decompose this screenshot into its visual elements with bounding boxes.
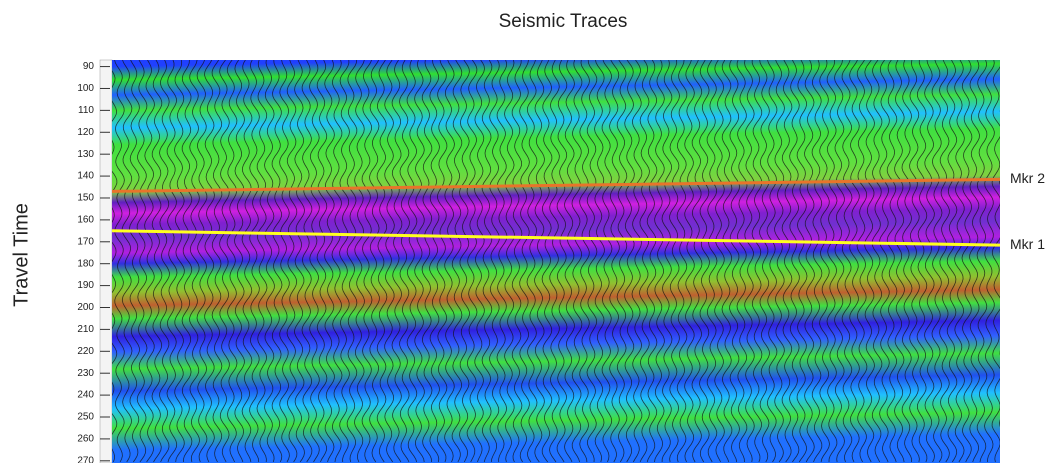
y-tick-label: 270 (77, 455, 94, 463)
y-tick-label: 110 (78, 105, 94, 116)
ruler (100, 60, 112, 463)
y-tick-label: 130 (77, 149, 94, 160)
y-axis-label: Travel Time (10, 203, 32, 307)
horizon-label: Mkr 1 (1010, 236, 1045, 252)
y-tick-label: 220 (77, 346, 94, 357)
trace (1000, 60, 1010, 462)
y-tick-label: 210 (77, 324, 94, 335)
y-tick-label: 100 (77, 83, 94, 94)
chart: Seismic Traces Travel Time 90 100 110 120 13… (0, 0, 1059, 463)
y-tick-label: 260 (77, 434, 94, 445)
y-tick-label: 240 (77, 390, 94, 401)
y-tick-label: 250 (77, 412, 94, 423)
y-tick-label: 140 (77, 171, 94, 182)
y-tick-label: 150 (77, 193, 94, 204)
chart-title: Seismic Traces (499, 11, 628, 32)
y-tick-label: 230 (77, 368, 94, 379)
y-tick-label: 170 (77, 236, 94, 247)
y-tick-label: 180 (77, 258, 94, 269)
y-tick-label: 120 (77, 127, 94, 138)
horizon-label: Mkr 2 (1010, 170, 1045, 186)
y-tick-label: 160 (77, 215, 94, 226)
y-tick-label: 90 (83, 61, 95, 72)
y-tick-label: 190 (77, 280, 94, 291)
y-tick-label: 200 (77, 302, 94, 313)
